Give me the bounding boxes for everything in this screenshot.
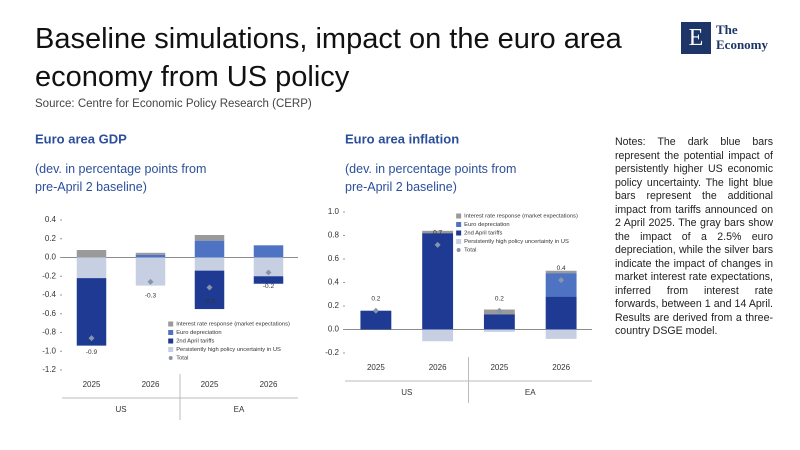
total-marker [265,269,272,276]
y-tick-label: -1.2 [42,365,56,374]
bar-segment [253,276,284,284]
bar-segment [76,257,107,279]
total-marker [372,307,379,314]
x-tick-label: 2025 [83,380,101,389]
bar-segment [76,250,107,258]
y-tick-label: -0.2 [325,348,339,357]
y-tick-label: 0.2 [45,234,57,243]
x-tick-label: 2025 [367,363,385,372]
charts: Euro area GDP (dev. in percentage points … [35,131,592,420]
chart-subtitle: (dev. in percentage points from pre-April… [35,162,206,194]
y-tick-label: -0.8 [42,328,56,337]
bar-segment [483,329,515,332]
legend-swatch [168,356,173,360]
x-tick-label: 2026 [552,363,570,372]
total-marker [206,284,213,291]
total-marker [496,307,503,314]
y-tick-label: -1.0 [42,346,56,355]
legend-label: Persistently high policy uncertainty in … [176,347,281,353]
legend-swatch [456,230,462,236]
group-label: EA [234,405,245,414]
total-label: 0.4 [557,265,566,272]
legend-label: Interest rate response (market expectati… [176,322,290,328]
chart-title: Euro area inflation [345,131,459,146]
y-tick-label: -0.6 [42,309,56,318]
x-tick-label: 2026 [429,363,447,372]
y-tick-label: -0.2 [42,271,56,280]
bar-segment [545,270,577,274]
bar-segment [253,257,284,277]
total-label: 0.2 [495,295,504,302]
y-tick-label: 0.2 [328,301,340,310]
legend-label: Persistently high policy uncertainty in … [464,239,569,245]
legend-label: Total [464,248,476,254]
bar-segment [194,240,225,258]
source: Source: Centre for Economic Policy Resea… [35,98,312,110]
legend-swatch [456,213,462,219]
bar-segment [135,254,166,258]
chart-subtitle: (dev. in percentage points from pre-April… [345,162,516,194]
legend-label: Total [176,356,188,362]
y-tick-label: 0.8 [328,231,340,240]
bar-segment [483,314,515,330]
legend-swatch [456,239,462,244]
bar-segment [422,233,454,330]
total-label: 0.7 [433,230,442,237]
total-label: -0.2 [263,283,275,290]
chart-title: Euro area GDP [35,131,127,146]
total-label: -0.3 [145,293,157,300]
legend-swatch [168,338,174,344]
y-tick-label: 1.0 [328,207,340,216]
x-tick-label: 2026 [260,380,278,389]
x-tick-label: 2026 [142,380,160,389]
y-tick-label: 0.0 [328,325,340,334]
total-label: -0.3 [204,298,216,305]
legend-swatch [168,330,174,335]
y-tick-label: 0.4 [45,215,57,224]
legend-label: Interest rate response (market expectati… [464,214,578,220]
bar-segment [545,296,577,330]
total-marker [558,277,565,284]
bar-segment [253,245,284,258]
y-tick-label: 0.0 [45,253,57,262]
bar-segment [422,230,454,234]
legend-label: Euro depreciation [464,222,509,228]
bar-segment [194,257,225,271]
logo-text: The Economy [716,22,768,52]
legend-label: 2nd April tariffs [176,339,214,345]
notes: Notes: The dark blue bars represent the … [615,136,773,337]
bar-segment [76,278,107,346]
group-label: US [115,405,126,414]
total-marker [88,335,95,342]
group-label: US [401,388,412,397]
bar-segment [545,329,577,339]
legend-label: 2nd April tariffs [464,231,502,237]
y-tick-label: 0.6 [328,254,340,263]
total-label: -0.9 [86,349,98,356]
legend-label: Euro depreciation [176,330,221,336]
legend-swatch [456,222,462,227]
bar-segment [135,252,166,255]
group-label: EA [525,388,536,397]
y-tick-label: 0.4 [328,278,340,287]
bar-segment [360,310,392,330]
legend-swatch [456,248,461,252]
legend-swatch [168,347,174,352]
total-marker [147,278,154,285]
x-tick-label: 2025 [490,363,508,372]
logo-mark: E [681,22,711,54]
bar-segment [422,329,454,342]
total-marker [434,241,441,248]
bar-segment [545,273,577,297]
bar-segment [194,235,225,241]
total-label: 0.2 [371,295,380,302]
x-tick-label: 2025 [201,380,219,389]
y-tick-label: -0.4 [42,290,56,299]
title: Baseline simulations, impact on the euro… [35,23,622,93]
legend-swatch [168,321,174,327]
